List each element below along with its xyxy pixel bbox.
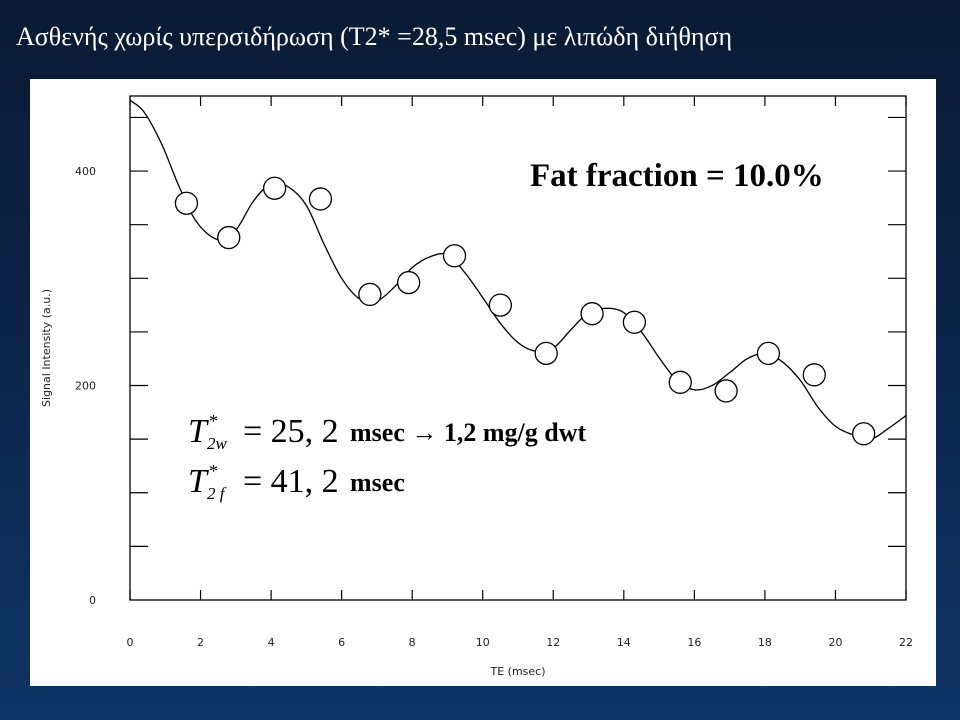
fat-fraction-annotation: Fat fraction = 10.0%: [530, 158, 824, 194]
data-point: [262, 176, 287, 200]
data-point: [488, 293, 513, 317]
t2f-unit: msec: [350, 468, 405, 497]
x-axis-label: TE (msec): [489, 665, 545, 678]
data-point: [397, 270, 421, 295]
data-point: [308, 187, 333, 211]
t2w-symbol: T: [188, 413, 207, 450]
t2w-superscript: *: [209, 411, 218, 431]
plot-panel: 0 200 400 0 2 4 6 8 10 12 14 16 18 20 22 TE (msec) Signa…: [30, 79, 936, 686]
data-point: [622, 310, 647, 334]
x-tick-label: 6: [338, 636, 345, 649]
data-point: [668, 370, 692, 394]
x-tick-label: 20: [828, 636, 842, 649]
t2w-value: = 25, 2: [243, 413, 339, 450]
t2f-subscript: 2 f: [207, 484, 225, 503]
x-tick-label: 2: [197, 636, 204, 649]
data-point: [802, 363, 826, 387]
data-point: [217, 225, 241, 250]
x-tick-label: 18: [758, 636, 772, 649]
t2f-value: = 41, 2: [243, 463, 339, 500]
x-tick-label: 8: [409, 636, 416, 649]
data-point: [852, 422, 876, 446]
data-point: [756, 341, 781, 366]
plot-frame: [129, 95, 907, 601]
data-point: [714, 379, 738, 403]
y-tick-label: 0: [89, 594, 96, 607]
x-tick-label: 0: [127, 636, 134, 649]
y-tick-label: 200: [75, 380, 96, 393]
data-point: [534, 341, 558, 366]
slide-title: Ασθενής χωρίς υπερσιδήρωση (T2* =28,5 ms…: [16, 22, 733, 51]
fit-curve: [129, 99, 907, 441]
data-point: [580, 302, 604, 326]
x-tick-label: 22: [899, 636, 913, 649]
x-tick-label: 4: [268, 636, 275, 649]
x-tick-label: 10: [476, 636, 490, 649]
t2w-subscript: 2w: [207, 434, 227, 453]
t2f-superscript: *: [209, 461, 218, 481]
signal-decay-chart: 0 200 400 0 2 4 6 8 10 12 14 16 18 20 22 TE (msec) Signa…: [40, 95, 913, 678]
x-tick-label: 12: [546, 636, 560, 649]
y-axis-label: Signal Intensity (a.u.): [40, 289, 53, 407]
t2w-unit: msec → 1,2 mg/g dwt: [350, 418, 587, 447]
t2f-symbol: T: [188, 463, 207, 500]
data-point: [358, 282, 382, 307]
y-tick-label: 400: [75, 165, 96, 178]
data-point: [174, 191, 199, 215]
x-tick-label: 14: [617, 636, 631, 649]
data-point: [442, 244, 467, 268]
x-tick-label: 16: [687, 636, 701, 649]
